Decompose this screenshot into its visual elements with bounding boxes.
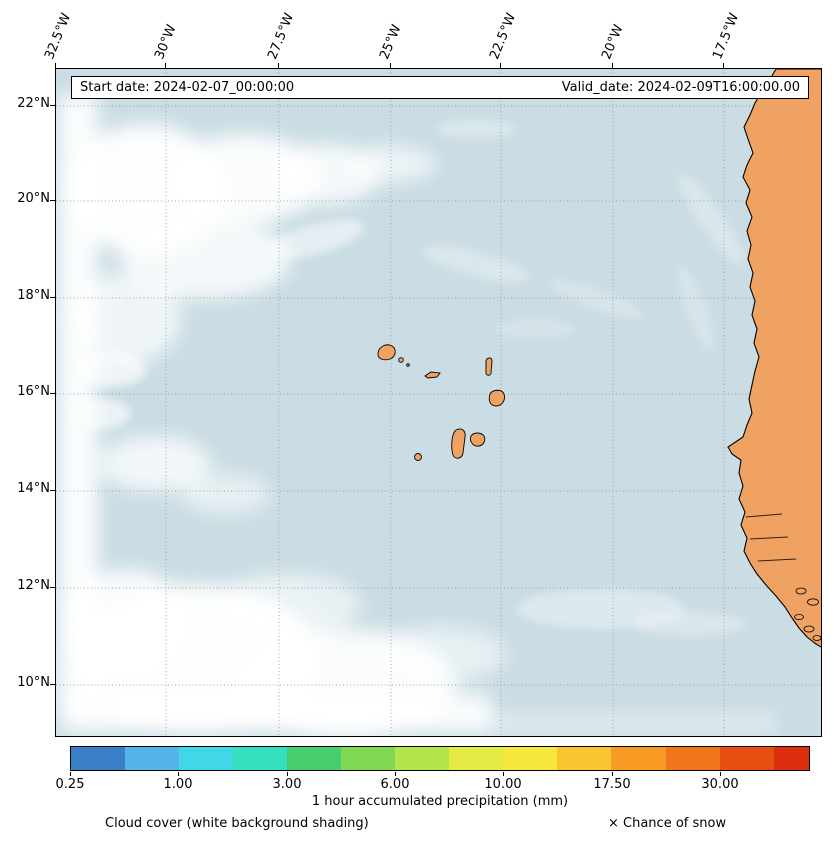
snow-legend: × Chance of snow xyxy=(608,816,727,831)
colorbar-segment xyxy=(503,747,558,770)
colorbar-tick-label: 30.00 xyxy=(701,777,739,792)
colorbar-segment xyxy=(773,747,809,770)
x-tick xyxy=(612,63,613,68)
colorbar-tick xyxy=(178,772,179,776)
colorbar-tick-label: 0.25 xyxy=(55,777,85,792)
colorbar-segment xyxy=(665,747,720,770)
y-tick xyxy=(50,393,55,394)
lon-tick-label: 20°W xyxy=(599,22,627,62)
colorbar-tick xyxy=(70,772,71,776)
colorbar-segment xyxy=(719,747,774,770)
lat-tick-label: 22°N xyxy=(17,96,50,111)
grid-lines xyxy=(56,69,821,736)
lon-tick-label: 25°W xyxy=(377,22,405,62)
x-tick xyxy=(165,63,166,68)
valid-date-label: Valid_date: 2024-02-09T16:00:00.00 xyxy=(561,80,800,95)
map-plot-area: Start date: 2024-02-07_00:00:00 Valid_da… xyxy=(55,68,822,737)
colorbar-tick-label: 6.00 xyxy=(380,777,410,792)
cloud-cover-legend: Cloud cover (white background shading) xyxy=(105,816,369,831)
y-tick xyxy=(50,587,55,588)
colorbar-segment xyxy=(611,747,666,770)
lon-tick-label: 27.5°W xyxy=(265,11,298,62)
colorbar-segments xyxy=(70,746,810,771)
colorbar-segment xyxy=(341,747,396,770)
y-tick xyxy=(50,105,55,106)
y-tick xyxy=(50,200,55,201)
y-tick xyxy=(50,297,55,298)
colorbar-tick-label: 3.00 xyxy=(272,777,302,792)
map-canvas xyxy=(56,69,821,736)
lat-tick-label: 12°N xyxy=(17,578,50,593)
cape-verde-islands xyxy=(377,344,505,461)
y-tick xyxy=(50,684,55,685)
lat-tick-label: 10°N xyxy=(17,675,50,690)
colorbar-segment xyxy=(395,747,450,770)
x-tick xyxy=(723,63,724,68)
lon-tick-label: 32.5°W xyxy=(42,11,75,62)
river-lines xyxy=(745,513,797,562)
lat-tick-label: 14°N xyxy=(17,481,50,496)
lat-tick-label: 18°N xyxy=(17,288,50,303)
date-header-box: Start date: 2024-02-07_00:00:00 Valid_da… xyxy=(71,76,809,99)
colorbar-tick-label: 17.50 xyxy=(593,777,631,792)
lon-tick-label: 17.5°W xyxy=(710,11,743,62)
start-date-label: Start date: 2024-02-07_00:00:00 xyxy=(80,80,295,95)
africa-landmass xyxy=(727,69,821,648)
x-tick xyxy=(390,63,391,68)
colorbar-tick xyxy=(612,772,613,776)
colorbar-segment xyxy=(179,747,234,770)
lat-tick-label: 20°N xyxy=(17,191,50,206)
colorbar-segment xyxy=(287,747,342,770)
y-tick xyxy=(50,490,55,491)
colorbar-segment xyxy=(71,747,126,770)
colorbar-tick xyxy=(503,772,504,776)
colorbar-segment xyxy=(125,747,180,770)
cloud-shading xyxy=(58,94,776,736)
colorbar-segment xyxy=(557,747,612,770)
x-tick xyxy=(278,63,279,68)
colorbar-tick-label: 1.00 xyxy=(163,777,193,792)
colorbar-tick xyxy=(287,772,288,776)
colorbar-tick xyxy=(395,772,396,776)
colorbar-segment xyxy=(233,747,288,770)
lat-tick-label: 16°N xyxy=(17,384,50,399)
colorbar-title: 1 hour accumulated precipitation (mm) xyxy=(311,794,569,809)
x-tick xyxy=(55,63,56,68)
lon-tick-label: 30°W xyxy=(152,22,180,62)
x-tick xyxy=(500,63,501,68)
colorbar-segment xyxy=(449,747,504,770)
colorbar-tick-label: 10.00 xyxy=(484,777,522,792)
lon-tick-label: 22.5°W xyxy=(487,11,520,62)
colorbar-tick xyxy=(720,772,721,776)
